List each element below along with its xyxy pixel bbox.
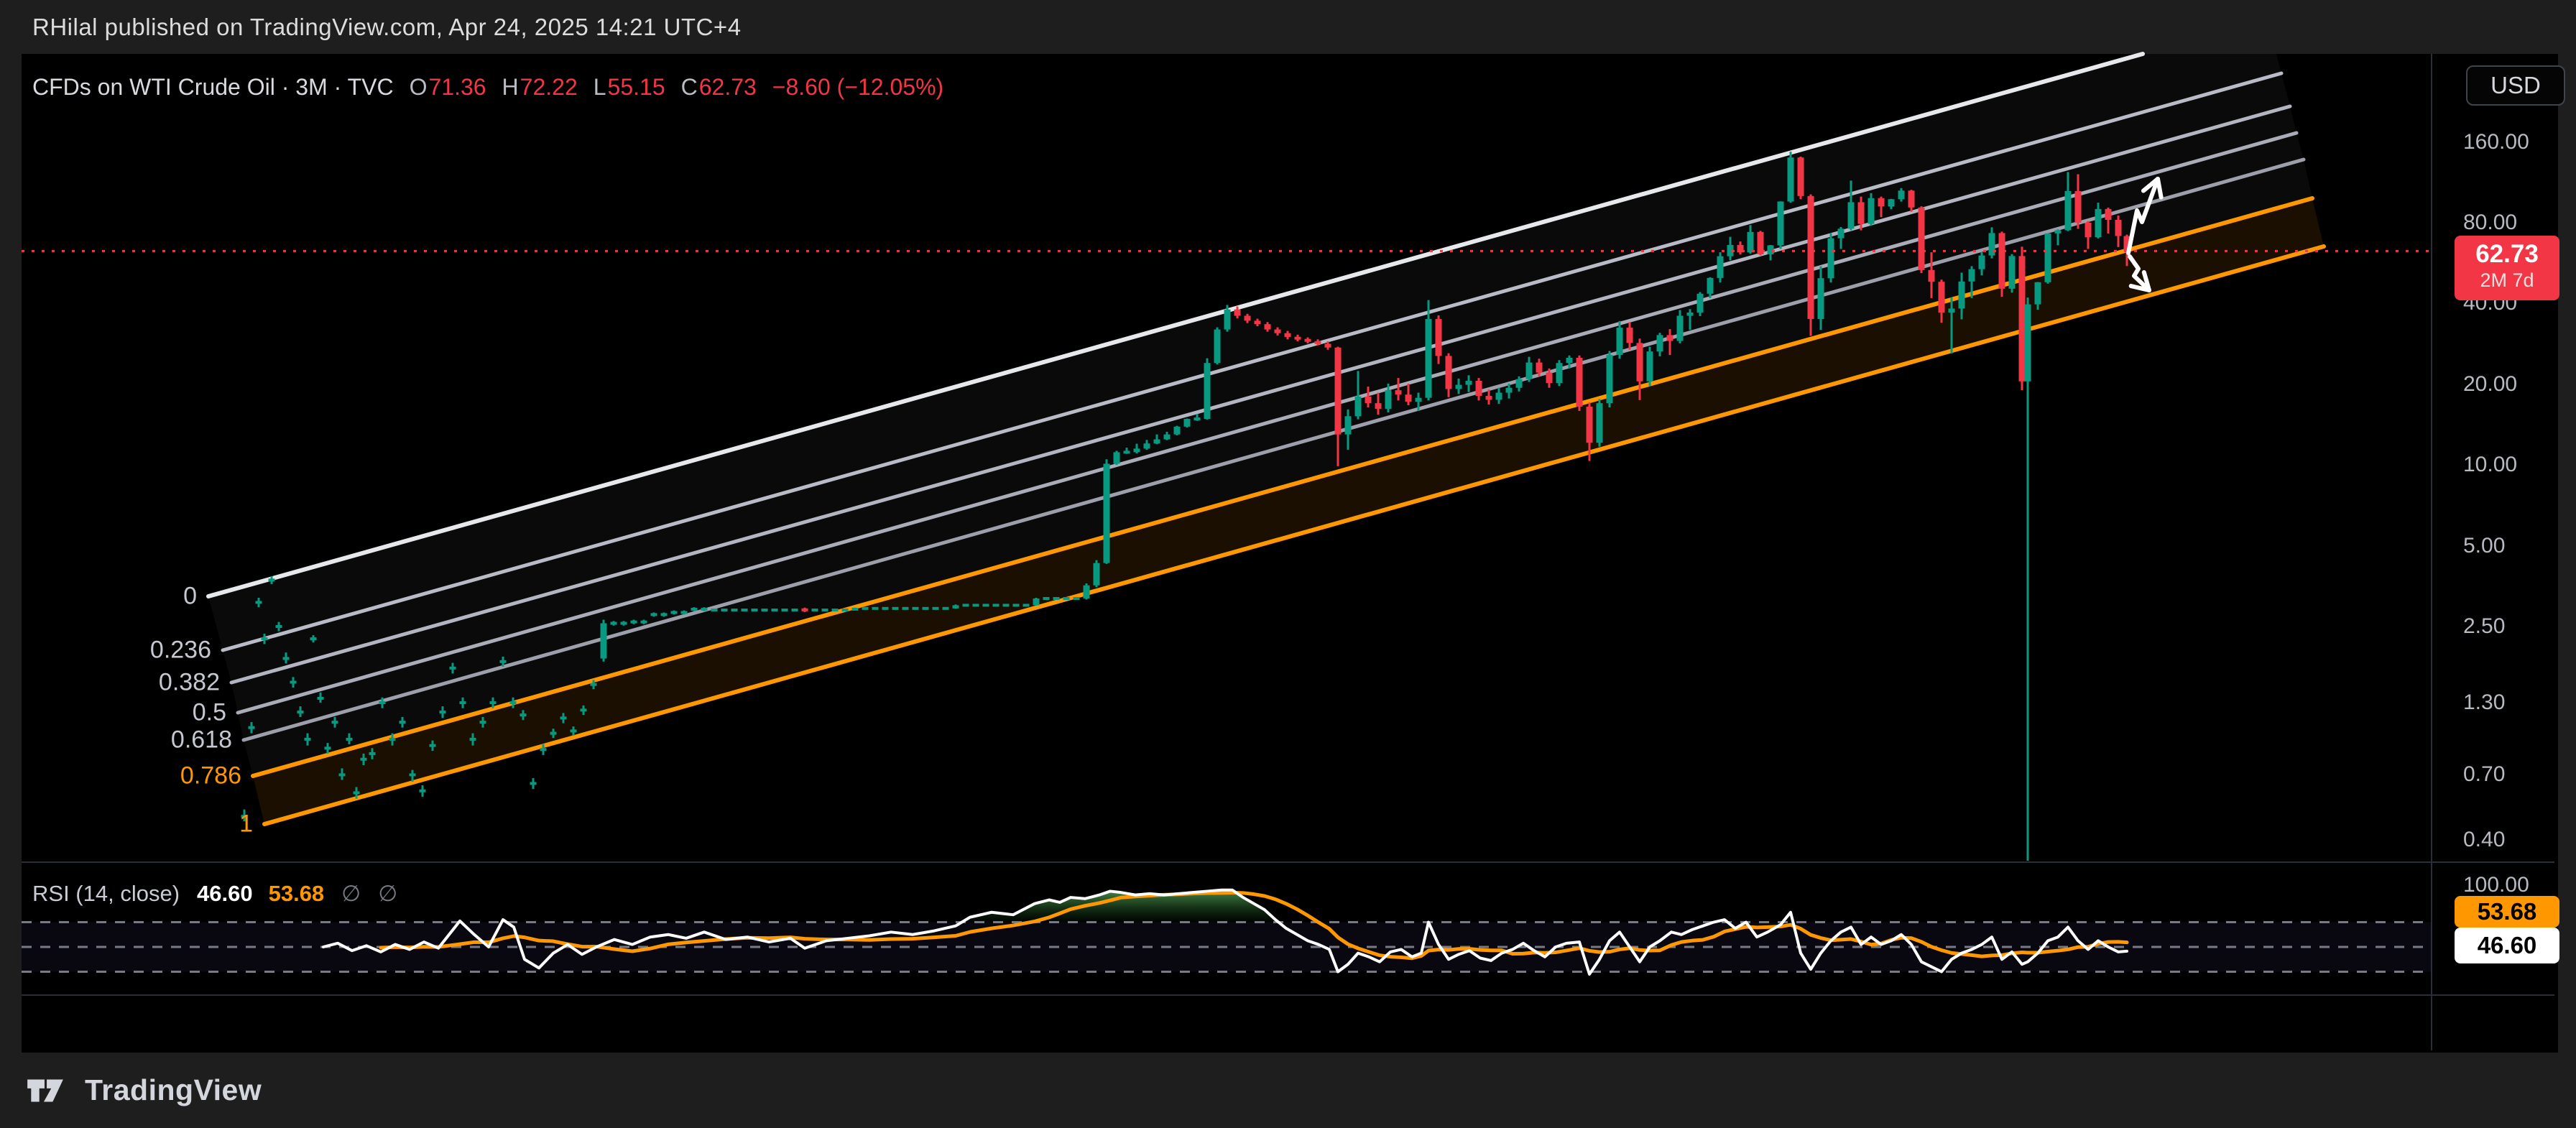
rsi-scale-tick-100: 100.00 [2463, 872, 2529, 897]
rsi-empty-icon: ∅ [378, 881, 398, 906]
price-axis[interactable]: USD 160.00 80.00 40.00 20.00 10.00 5.00 2.50 1.… [2453, 54, 2576, 1053]
rsi-ma-value: 53.68 [268, 881, 325, 906]
tradingview-logo-icon[interactable] [24, 1070, 66, 1111]
last-price-value: 62.73 [2475, 240, 2539, 268]
footer-bar: TradingView [0, 1053, 2576, 1128]
last-price-label: 62.73 2M 7d [2455, 236, 2559, 300]
candlestick-series [241, 152, 2130, 861]
bar-countdown: 2M 7d [2480, 269, 2534, 291]
price-tick-0.70: 0.70 [2463, 762, 2506, 787]
currency-toggle-button[interactable]: USD [2466, 65, 2565, 106]
rsi-value: 46.60 [197, 881, 253, 906]
close-label: C [680, 74, 698, 100]
tradingview-wordmark[interactable]: TradingView [85, 1073, 262, 1106]
open-value: 71.36 [428, 74, 486, 100]
publish-header: RHilal published on TradingView.com, Apr… [0, 0, 2576, 54]
change-value: −8.60 (−12.05%) [772, 74, 944, 100]
price-tick-5.00: 5.00 [2463, 533, 2506, 558]
symbol-legend[interactable]: CFDs on WTI Crude Oil · 3M · TVC O71.36 H7… [32, 74, 943, 101]
high-label: H [502, 74, 519, 100]
open-label: O [409, 74, 428, 100]
symbol-title[interactable]: CFDs on WTI Crude Oil · 3M · TVC [32, 74, 394, 100]
price-tick-2.50: 2.50 [2463, 614, 2506, 638]
price-tick-0.40: 0.40 [2463, 828, 2506, 852]
price-tick-20.00: 20.00 [2463, 371, 2518, 396]
price-tick-1.30: 1.30 [2463, 690, 2506, 715]
rsi-indicator-name[interactable]: RSI (14, close) [32, 881, 180, 906]
close-value: 62.73 [698, 74, 757, 100]
rsi-legend[interactable]: RSI (14, close) 46.60 53.68 ∅ ∅ [32, 881, 397, 907]
publish-title: RHilal published on TradingView.com, Apr… [32, 13, 742, 40]
rsi-value-axis-label: 46.60 [2455, 928, 2559, 963]
price-tick-160.00: 160.00 [2463, 129, 2529, 154]
rsi-empty-icon: ∅ [341, 881, 361, 906]
price-tick-10.00: 10.00 [2463, 453, 2518, 477]
high-value: 72.22 [520, 74, 578, 100]
rsi-ma-axis-label: 53.68 [2455, 896, 2559, 928]
low-value: 55.15 [607, 74, 665, 100]
low-label: L [593, 74, 606, 100]
price-tick-80.00: 80.00 [2463, 211, 2518, 234]
